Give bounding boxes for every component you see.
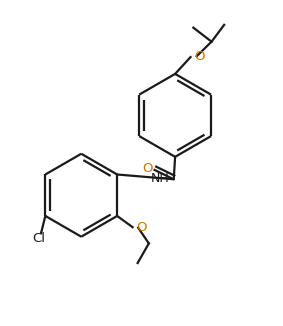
- Text: NH: NH: [151, 172, 170, 185]
- Text: O: O: [136, 221, 147, 234]
- Text: O: O: [142, 162, 153, 175]
- Text: Cl: Cl: [32, 232, 45, 245]
- Text: O: O: [194, 50, 205, 63]
